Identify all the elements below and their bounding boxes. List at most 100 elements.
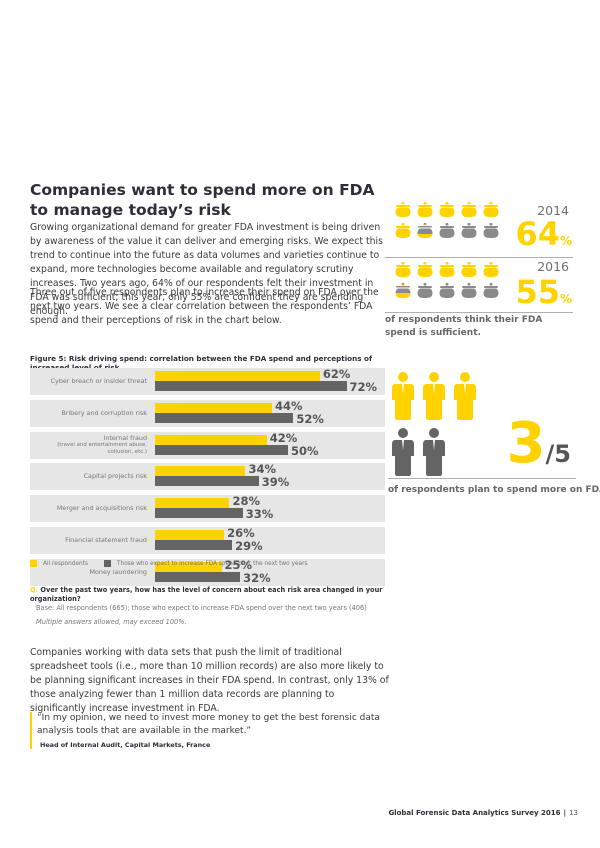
legend-swatch-yellow: [30, 560, 37, 567]
people-caption: of respondents plan to spend more on FDA…: [388, 485, 600, 495]
money-purse-icon: [417, 262, 433, 277]
value-label-all-respondents: 44%: [275, 398, 303, 413]
category-label: Money laundering: [37, 559, 147, 586]
person-icon: [454, 372, 476, 420]
correlation-paragraph: Three out of five respondents plan to in…: [30, 287, 379, 326]
bar-all-respondents: [155, 371, 320, 381]
money-purse-icon: [395, 283, 411, 298]
page-footer: Global Forensic Data Analytics Survey 20…: [388, 809, 578, 817]
money-purse-icon: [417, 283, 433, 298]
category-label-text: Capital projects risk: [83, 472, 147, 481]
person-icon: [423, 428, 445, 476]
survey-note: Multiple answers allowed, may exceed 100…: [36, 618, 187, 626]
value-label-increase-spend: 52%: [296, 411, 324, 426]
money-purse-icon: [417, 223, 433, 238]
purse-icon-row: [395, 223, 499, 238]
category-label-text: Merger and acquisitions risk: [56, 504, 147, 513]
fraction-stat: 3/5: [507, 416, 571, 472]
publication-title: Global Forensic Data Analytics Survey 20…: [388, 809, 561, 817]
quote-attribution: Head of Internal Audit, Capital Markets,…: [40, 741, 211, 749]
value-label-all-respondents: 28%: [232, 494, 260, 509]
survey-base: Base: All respondents (665); those who e…: [36, 604, 367, 612]
money-purse-icon: [461, 262, 477, 277]
category-label: Merger and acquisitions risk: [37, 495, 147, 522]
money-purse-icon: [439, 202, 455, 217]
person-icon: [392, 372, 414, 420]
money-purse-icon: [439, 223, 455, 238]
figure-title: Figure 5: Risk driving spend: correlatio…: [30, 354, 373, 372]
year-label-2016: 2016: [537, 259, 569, 274]
survey-question-block: Q. Over the past two years, how has the …: [30, 586, 390, 627]
value-label-increase-spend: 72%: [349, 380, 378, 394]
money-purse-icon: [461, 283, 477, 298]
percent-2016-unit: %: [559, 292, 572, 306]
category-label-text: Financial statement fraud: [65, 535, 147, 544]
purse-icon-grid-2016: [395, 262, 499, 304]
question-text: Over the past two years, how has the lev…: [30, 586, 383, 603]
category-label: Bribery and corruption risk: [37, 400, 147, 427]
bar-all-respondents: [155, 434, 267, 445]
purse-icon-row: [395, 262, 499, 277]
sufficiency-caption: of respondents think their FDA spend is …: [385, 315, 543, 338]
value-label-increase-spend: 32%: [243, 570, 271, 585]
category-label-text: Cyber breach or insider threat: [50, 377, 147, 385]
money-purse-icon: [483, 262, 499, 277]
survey-question: Q. Over the past two years, how has the …: [30, 586, 390, 604]
bar-increase-spend: [155, 381, 347, 391]
chart-row: Cyber breach or insider threat 62% 72%: [30, 368, 385, 395]
category-label-text: Bribery and corruption risk: [61, 408, 147, 417]
purse-icon-row: [395, 202, 499, 217]
value-label-all-respondents: 62%: [322, 367, 351, 381]
money-purse-icon: [395, 223, 411, 238]
fraction-denominator: /5: [545, 440, 571, 468]
money-purse-icon: [483, 202, 499, 217]
category-label-text: Money laundering: [89, 567, 147, 576]
section-title: Companies want to spend more on FDA to m…: [30, 180, 390, 220]
people-infographic: 3/5 of respondents plan to spend more on…: [388, 368, 600, 508]
fraction-numerator: 3: [506, 411, 546, 476]
money-purse-icon: [417, 202, 433, 217]
chart-row: Capital projects risk 34% 39%: [30, 462, 385, 491]
money-purse-icon: [461, 202, 477, 217]
chart-row: Internal fraud (travel and entertainment …: [30, 431, 385, 459]
purse-icon-grid-2014: [395, 202, 499, 244]
divider: [385, 257, 573, 258]
category-label: Capital projects risk: [37, 463, 147, 490]
percent-2014: 64%: [515, 218, 572, 257]
year-label-2014: 2014: [537, 203, 569, 218]
value-label-increase-spend: 29%: [235, 538, 263, 553]
money-purse-icon: [461, 223, 477, 238]
value-label-increase-spend: 39%: [261, 475, 290, 490]
money-purse-icon: [395, 262, 411, 277]
money-purse-icon: [439, 262, 455, 277]
legend-item-all-respondents: All respondents: [30, 560, 88, 567]
percent-2014-value: 64: [515, 215, 560, 253]
bar-increase-spend: [155, 444, 288, 455]
chart-row: Bribery and corruption risk 44% 52%: [30, 398, 385, 427]
bar-all-respondents: [155, 561, 222, 572]
value-label-all-respondents: 26%: [227, 525, 255, 540]
bar-increase-spend: [155, 476, 259, 487]
quote-text: “In my opinion, we need to invest more m…: [37, 713, 380, 736]
percent-2016-value: 55: [515, 273, 560, 311]
bar-all-respondents: [155, 402, 273, 413]
footer-separator: |: [563, 809, 567, 817]
divider: [385, 312, 573, 313]
page-number: 13: [569, 809, 578, 817]
pull-quote: “In my opinion, we need to invest more m…: [30, 712, 397, 749]
person-icon: [392, 428, 414, 476]
chart-row: Merger and acquisitions risk 28% 33%: [30, 494, 385, 523]
money-purse-icon: [483, 223, 499, 238]
value-label-all-respondents: 34%: [248, 462, 276, 477]
chart-row: Money laundering 25% 32%: [30, 557, 385, 586]
bar-increase-spend: [155, 508, 243, 519]
percent-2016: 55%: [515, 276, 572, 315]
question-marker: Q.: [30, 586, 39, 594]
money-purse-icon: [395, 202, 411, 217]
value-label-all-respondents: 25%: [224, 557, 253, 572]
chart-row: Financial statement fraud 26% 29%: [30, 525, 385, 554]
data-volume-paragraph: Companies working with data sets that pu…: [30, 647, 389, 714]
category-label-text: Internal fraud: [103, 433, 147, 442]
chart-legend: All respondents Those who expect to incr…: [30, 560, 324, 567]
legend-label: Those who expect to increase FDA spend o…: [117, 560, 308, 567]
